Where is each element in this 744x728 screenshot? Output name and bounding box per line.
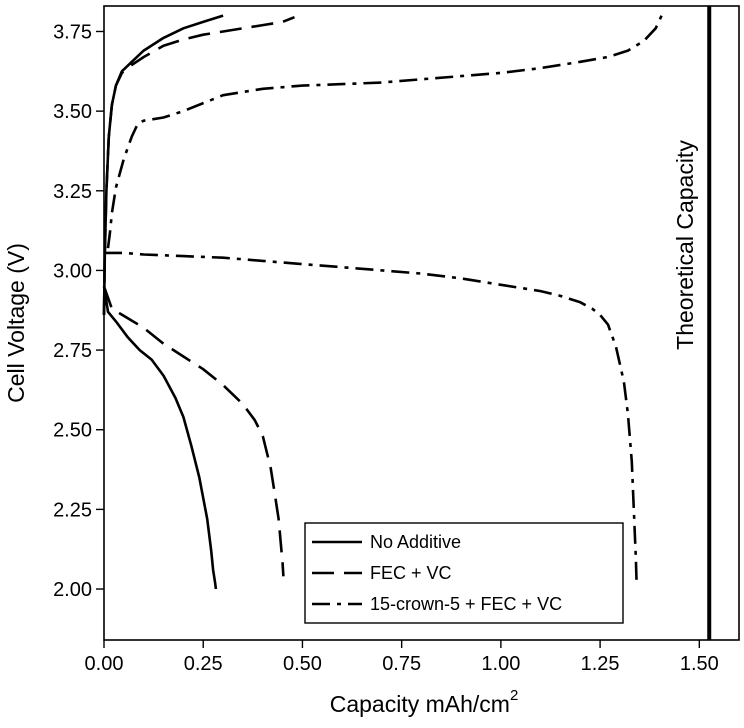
x-tick-label: 0.00	[85, 653, 124, 675]
x-axis-label: Capacity mAh/cm2	[330, 687, 519, 717]
series-1-discharge-line	[102, 286, 218, 590]
annotation-layer: Theoretical Capacity	[672, 6, 712, 640]
y-tick-label: 2.50	[53, 420, 92, 442]
series-2-charge-line	[102, 15, 295, 316]
x-tick-label: 0.50	[283, 653, 322, 675]
legend-label-3: 15-crown-5 + FEC + VC	[370, 594, 562, 614]
x-tick-label: 1.50	[680, 653, 719, 675]
series-layer	[102, 14, 663, 590]
theoretical-capacity-label: Theoretical Capacity	[672, 140, 698, 350]
series-3-discharge-line	[104, 251, 638, 583]
y-axis-label: Cell Voltage (V)	[3, 243, 29, 403]
plot-frame	[103, 5, 740, 641]
x-axis-label-superscript: 2	[510, 687, 518, 704]
y-tick-label: 2.75	[53, 340, 92, 362]
y-tick-label: 3.00	[53, 260, 92, 282]
y-tick-label: 3.75	[53, 21, 92, 43]
x-tick-label: 0.25	[184, 653, 223, 675]
legend-label-2: FEC + VC	[370, 563, 452, 583]
x-axis-label-main: Capacity mAh/cm	[330, 691, 510, 717]
y-tick-label: 2.00	[53, 579, 92, 601]
y-tick-label: 3.25	[53, 181, 92, 203]
y-axis-ticks: 2.00 2.25 2.50 2.75 3.00 3.25 3.50 3.75	[53, 21, 104, 601]
x-axis-ticks: 0.00 0.25 0.50 0.75 1.00 1.25 1.50	[85, 640, 719, 675]
series-3-charge-line	[106, 15, 663, 249]
x-tick-label: 1.00	[481, 653, 520, 675]
y-tick-label: 2.25	[53, 499, 92, 521]
legend: No Additive FEC + VC 15-crown-5 + FEC + VC	[304, 522, 624, 624]
x-tick-label: 1.25	[581, 653, 620, 675]
legend-label-1: No Additive	[370, 532, 461, 552]
x-tick-label: 0.75	[382, 653, 421, 675]
y-tick-label: 3.50	[53, 101, 92, 123]
